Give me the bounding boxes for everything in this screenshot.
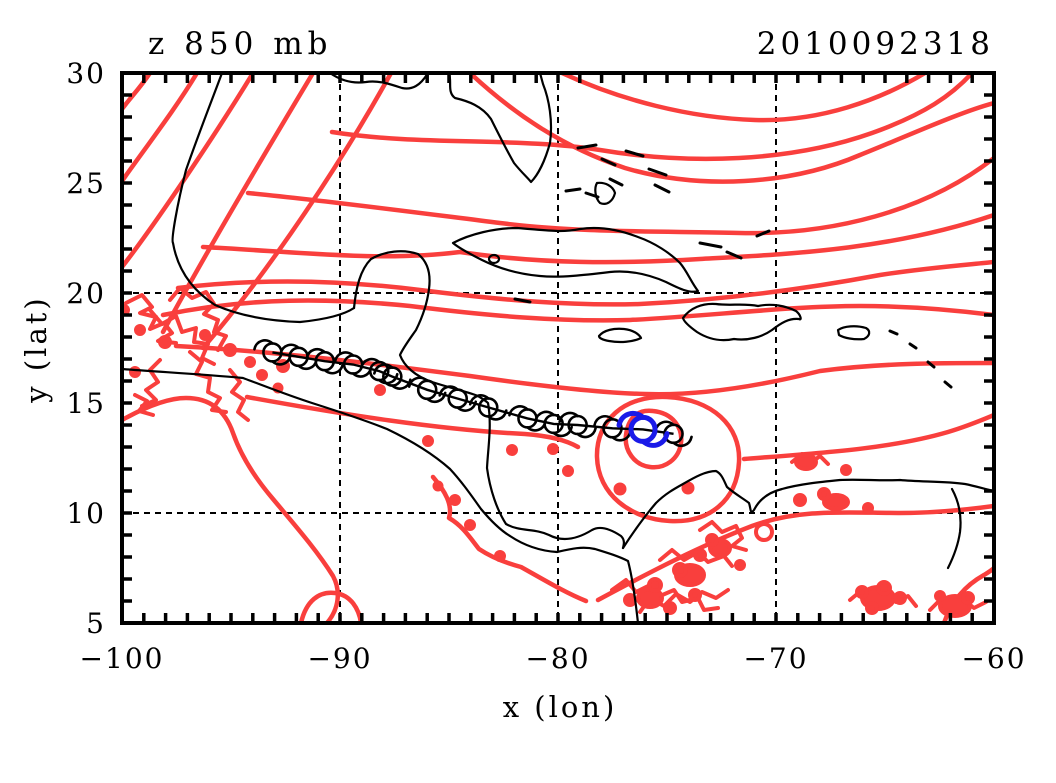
coast-cuba	[451, 226, 700, 293]
terrain-noise-contours	[122, 286, 988, 618]
tropical-storm-icon-arm	[534, 410, 555, 423]
coast-mexico-gulf	[171, 73, 356, 324]
y-tick-label: 10	[66, 497, 106, 530]
tropical-storm-icon-arm	[558, 411, 579, 424]
coast-orinoco	[946, 487, 962, 570]
tropical-storm-icon-arm	[373, 363, 394, 375]
tropical-storm-icon-arm	[468, 394, 490, 406]
coast-pacific-central-america	[122, 367, 640, 623]
x-tick-label: −80	[525, 642, 590, 675]
storm-position-icon	[305, 347, 345, 375]
tropical-storm-icon-arm	[377, 372, 399, 385]
storm-position-icon	[558, 411, 597, 439]
storm-position-icon	[438, 385, 478, 412]
tropical-storm-icon-arm	[456, 400, 478, 412]
tropical-storm-icon-arm	[616, 410, 646, 428]
tropical-storm-icon-arm	[323, 363, 345, 375]
tropical-storm-icon-arm	[407, 376, 429, 388]
storm-position-icon	[373, 363, 412, 390]
tropical-storm-icon-arm	[438, 385, 460, 397]
y-tick-label: 5	[86, 607, 106, 640]
tropical-storm-icon-arm	[425, 391, 447, 404]
coast-florida	[447, 73, 553, 184]
coast-andros	[594, 181, 617, 205]
height-contours	[122, 73, 994, 623]
y-tick-label: 15	[66, 387, 106, 420]
tropical-storm-icon-arm	[640, 431, 670, 448]
tropical-storm-icon-arm	[576, 426, 597, 439]
page-title: z 850 mb	[148, 26, 333, 62]
coast-lesser-antilles-dashes	[888, 329, 953, 389]
coast-hispaniola	[681, 302, 802, 342]
tropical-storm-icon-arm	[333, 351, 355, 363]
tick-labels: −100 −90 −80 −70 −60 30 25 20 15 10 5	[66, 57, 1026, 675]
timestamp-label: 2010092318	[756, 26, 994, 62]
storm-current-position-icon	[616, 410, 670, 448]
tropical-storm-icon-arm	[672, 435, 693, 448]
y-tick-label: 25	[66, 167, 106, 200]
tropical-storm-icon-arm	[359, 357, 381, 370]
coast-south-america	[621, 469, 994, 550]
storm-position-icon	[468, 394, 508, 421]
x-tick-label: −90	[307, 642, 372, 675]
x-axis-label: x (lon)	[502, 690, 618, 724]
tropical-storm-icon-arm	[486, 409, 508, 421]
y-tick-label: 30	[66, 57, 106, 90]
storm-track	[253, 339, 693, 448]
tropical-storm-icon-arm	[253, 339, 274, 351]
coast-puerto-rico	[836, 325, 871, 341]
tropical-storm-icon-arm	[279, 343, 300, 355]
tropical-storm-icon-arm	[305, 347, 327, 360]
coast-bahamas-keys-dashes	[513, 143, 771, 304]
coast-jamaica	[597, 327, 643, 344]
x-tick-label: −60	[961, 642, 1026, 675]
x-tick-label: −100	[80, 642, 165, 675]
storm-position-icon	[407, 376, 447, 404]
x-tick-label: −70	[743, 642, 808, 675]
tropical-storm-icon-arm	[508, 405, 529, 417]
storm-position-icon	[359, 357, 399, 385]
tropical-storm-icon-arm	[391, 378, 412, 390]
tropical-storm-icon-arm	[593, 415, 614, 427]
coast-us-gulf	[328, 73, 430, 90]
coast-isla-juventud	[487, 253, 501, 265]
y-tick-label: 20	[66, 277, 106, 310]
plot-frame	[120, 71, 996, 625]
